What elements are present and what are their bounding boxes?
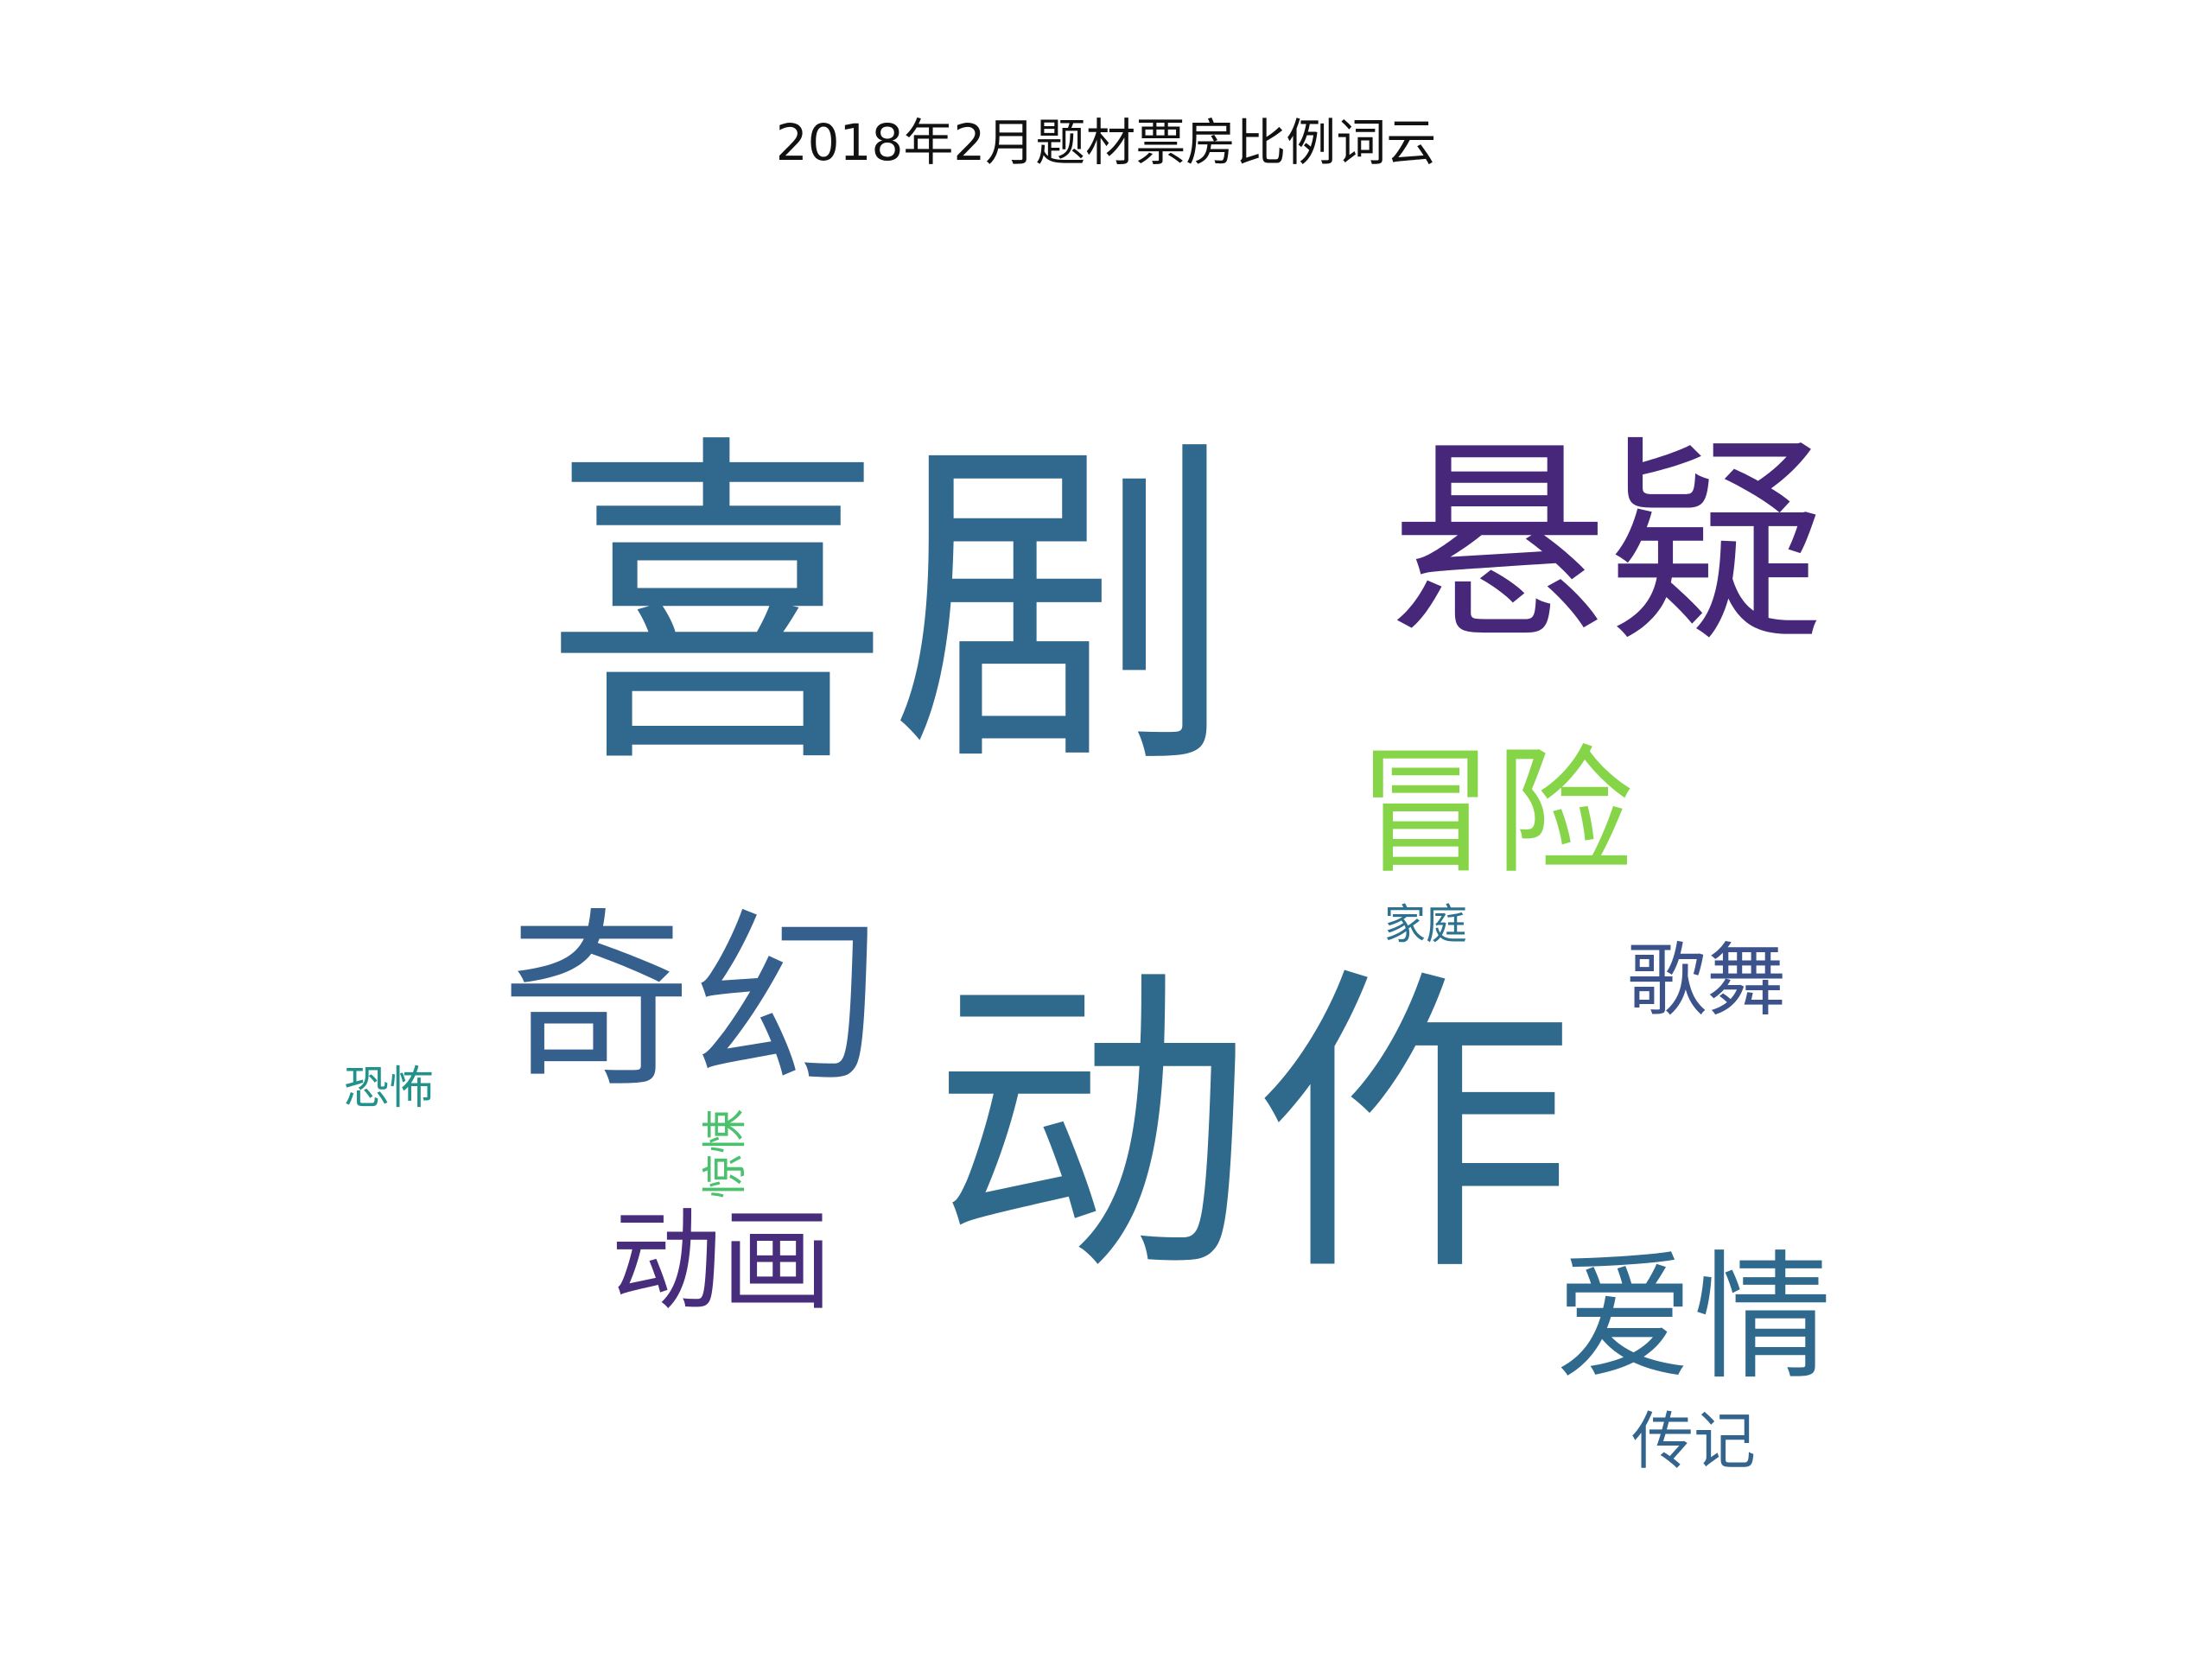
word-7: 动画 (611, 1198, 832, 1326)
word-11: 恐怖 (344, 1063, 434, 1115)
word-1: 喜剧 (544, 409, 1236, 810)
word-6: 冒险 (1357, 732, 1633, 893)
chart-title: 2018年2月题材票房比例词云 (775, 113, 1437, 172)
word-4: 奇幻 (501, 892, 881, 1113)
word-2: 动作 (931, 941, 1574, 1315)
word-5: 爱情 (1555, 1237, 1832, 1399)
word-8: 歌舞 (1627, 935, 1786, 1027)
word-12: 家庭 (1384, 900, 1467, 949)
word-9: 传记 (1631, 1405, 1756, 1478)
word-10: 惊悚 (700, 1109, 752, 1198)
word-3: 悬疑 (1389, 418, 1825, 671)
